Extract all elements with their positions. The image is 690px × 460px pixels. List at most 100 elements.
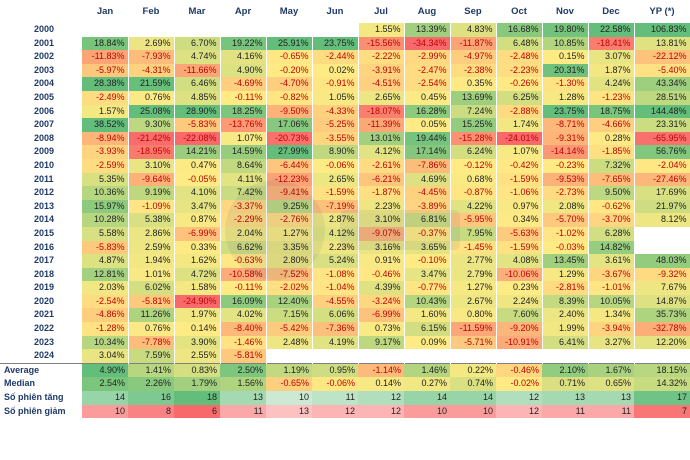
monthly-return-cell: 17.06% bbox=[266, 118, 313, 132]
empty-cell bbox=[82, 23, 129, 37]
year-row: 2016 -5.83% 2.59% 0.33% 6.62% 3.35% 2.23% 3.16%… bbox=[0, 240, 690, 255]
monthly-return-cell: 2.79% bbox=[450, 267, 497, 282]
monthly-return-cell: 13.39% bbox=[404, 23, 451, 37]
monthly-return-cell: 1.05% bbox=[312, 90, 359, 105]
monthly-return-cell: -5.83% bbox=[174, 118, 221, 132]
monthly-return-cell: -1.09% bbox=[128, 199, 175, 214]
monthly-return-cell: -5.83% bbox=[82, 240, 129, 255]
monthly-return-cell: -5.97% bbox=[82, 63, 129, 78]
summary-value: 10 bbox=[266, 391, 312, 405]
monthly-return-cell: -7.36% bbox=[312, 322, 359, 336]
monthly-return-cell: 10.05% bbox=[588, 294, 635, 309]
monthly-return-cell: -1.08% bbox=[312, 267, 359, 282]
monthly-return-cell: -3.93% bbox=[82, 145, 129, 159]
summary-value: 1.67% bbox=[588, 362, 634, 378]
monthly-return-cell: 0.05% bbox=[404, 118, 451, 132]
monthly-return-cell: 9.25% bbox=[266, 199, 313, 214]
monthly-return-cell: 14.59% bbox=[220, 145, 267, 159]
monthly-return-cell: 4.12% bbox=[358, 145, 405, 159]
yearly-return-cell: -22.12% bbox=[633, 50, 690, 64]
monthly-return-cell: -0.11% bbox=[220, 90, 267, 105]
summary-value: 17 bbox=[634, 391, 690, 405]
summary-value: 18 bbox=[174, 391, 220, 405]
empty-cell bbox=[450, 349, 497, 364]
empty-cell bbox=[496, 349, 543, 364]
monthly-return-cell: 2.48% bbox=[266, 335, 313, 350]
monthly-return-cell: -18.41% bbox=[588, 36, 635, 51]
yearly-return-cell: -32.78% bbox=[633, 322, 690, 336]
monthly-return-cell: -0.26% bbox=[496, 77, 543, 91]
monthly-return-cell: 3.04% bbox=[82, 349, 129, 364]
year-label: 2013 bbox=[34, 200, 55, 211]
monthly-return-cell: 1.29% bbox=[542, 267, 589, 282]
monthly-return-cell: -5.81% bbox=[128, 294, 175, 309]
monthly-return-cell: 1.01% bbox=[128, 267, 175, 282]
monthly-return-cell: 2.65% bbox=[358, 90, 405, 105]
year-label: 2015 bbox=[34, 227, 55, 238]
empty-cell bbox=[174, 23, 221, 37]
empty-cell bbox=[266, 349, 313, 364]
monthly-return-cell: -1.59% bbox=[496, 240, 543, 255]
year-label: 2023 bbox=[34, 336, 55, 347]
monthly-return-cell: 0.45% bbox=[404, 90, 451, 105]
year-row: 2011 5.35% -9.64% -0.05% 4.11% -12.23% 2.65% -6… bbox=[0, 172, 690, 187]
monthly-return-cell: -1.01% bbox=[588, 281, 635, 295]
monthly-return-cell: 6.48% bbox=[496, 36, 543, 51]
year-label: 2001 bbox=[34, 37, 55, 48]
monthly-return-cell: 6.24% bbox=[450, 145, 497, 159]
summary-value: 8 bbox=[128, 404, 174, 419]
monthly-return-cell: 2.03% bbox=[82, 281, 129, 295]
monthly-return-cell: 2.65% bbox=[312, 172, 359, 187]
monthly-return-cell: 5.38% bbox=[128, 213, 175, 227]
monthly-return-cell: 2.67% bbox=[450, 294, 497, 309]
monthly-return-cell: 16.09% bbox=[220, 294, 267, 309]
summary-value: 4.90% bbox=[82, 362, 128, 378]
monthly-return-cell: -2.99% bbox=[404, 50, 451, 64]
monthly-return-cell: -0.12% bbox=[450, 158, 497, 173]
monthly-return-cell: 10.36% bbox=[82, 186, 129, 200]
monthly-return-cell: 16.68% bbox=[496, 23, 543, 37]
monthly-return-cell: 6.15% bbox=[404, 322, 451, 336]
monthly-return-cell: 38.52% bbox=[82, 118, 129, 132]
summary-value: 12 bbox=[312, 404, 358, 419]
column-header: May bbox=[279, 6, 299, 17]
monthly-return-cell: 0.80% bbox=[450, 308, 497, 323]
returns-table: Jan Feb Mar Apr May Jun Jul Aug Sep Oct Nov Dec YP (… bbox=[0, 6, 690, 419]
year-row: 2001 18.84% 2.69% 6.70% 19.22% 25.91% 23.75% -1… bbox=[0, 36, 690, 51]
monthly-return-cell: -1.06% bbox=[496, 186, 543, 200]
summary-value: 14 bbox=[404, 391, 450, 405]
monthly-return-cell: 4.10% bbox=[174, 186, 221, 200]
monthly-return-cell: 4.12% bbox=[312, 226, 359, 241]
summary-value: -1.14% bbox=[358, 362, 404, 378]
summary-value: 14.32% bbox=[634, 377, 690, 392]
monthly-return-cell: -5.25% bbox=[312, 118, 359, 132]
summary-value: 2.26% bbox=[128, 377, 174, 392]
year-row: 2009 -3.93% -18.95% 14.21% 14.59% 27.99% 8.90%… bbox=[0, 145, 690, 159]
monthly-return-cell: 18.75% bbox=[588, 104, 635, 119]
monthly-return-cell: -2.48% bbox=[496, 50, 543, 64]
monthly-return-cell: 12.81% bbox=[82, 267, 129, 282]
monthly-return-cell: 1.07% bbox=[220, 131, 267, 146]
summary-value: 18.15% bbox=[634, 362, 690, 378]
monthly-return-cell: 4.22% bbox=[450, 199, 497, 214]
yearly-return-cell: 43.34% bbox=[633, 77, 690, 91]
monthly-return-cell: 3.16% bbox=[358, 240, 405, 255]
summary-value: 0.22% bbox=[450, 362, 496, 378]
year-label: 2016 bbox=[34, 241, 55, 252]
yearly-return-cell: 48.03% bbox=[633, 254, 690, 268]
monthly-return-cell: -0.42% bbox=[496, 158, 543, 173]
summary-value: 0.71% bbox=[542, 377, 588, 392]
monthly-return-cell: 4.69% bbox=[404, 172, 451, 187]
monthly-return-cell: -1.85% bbox=[588, 145, 635, 159]
monthly-return-cell: -6.99% bbox=[174, 226, 221, 241]
summary-value: 1.41% bbox=[128, 362, 174, 378]
yearly-return-cell: 17.69% bbox=[633, 186, 690, 200]
yearly-return-cell: 8.12% bbox=[633, 213, 690, 227]
year-label: 2002 bbox=[34, 51, 55, 62]
column-header: Jan bbox=[96, 6, 114, 17]
monthly-return-cell: 1.97% bbox=[174, 308, 221, 323]
summary-value: 0.27% bbox=[404, 377, 450, 392]
monthly-return-cell: -2.29% bbox=[220, 213, 267, 227]
monthly-return-cell: 5.58% bbox=[82, 226, 129, 241]
